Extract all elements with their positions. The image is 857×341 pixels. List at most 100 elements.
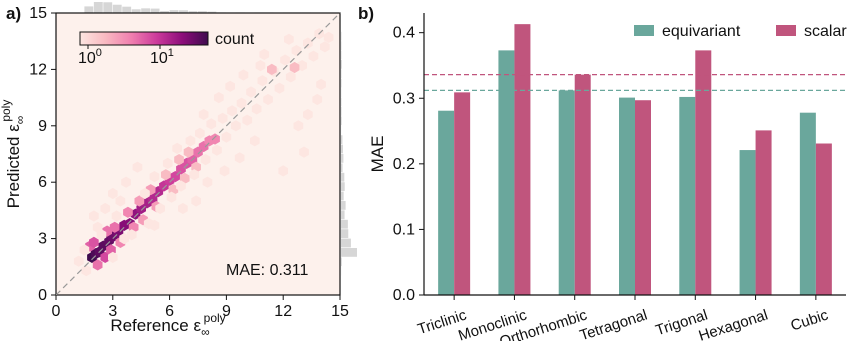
hexbin-cell <box>250 135 260 147</box>
hexbin-cell <box>81 265 92 277</box>
bar-scalar <box>695 50 712 295</box>
mae-annotation: MAE: 0.311 <box>226 262 309 279</box>
hexbin-cell <box>191 195 201 207</box>
panel-b-label: b) <box>358 4 374 23</box>
bar-equivariant <box>438 110 455 295</box>
bar-scalar <box>454 92 471 295</box>
hexbin-cell <box>155 202 165 215</box>
y-tick-label: 3 <box>38 231 47 248</box>
bar-scalar <box>755 130 772 295</box>
colorbar-tick-label: 101 <box>150 47 174 67</box>
marginal-bar <box>141 8 151 13</box>
hexbin-cell <box>149 219 160 231</box>
marginal-bar <box>341 107 342 116</box>
panel-b-y-axis-label: MAE <box>368 136 387 173</box>
x-tick-label: 15 <box>331 303 349 320</box>
bar-scalar <box>635 100 651 295</box>
hexbin-cell <box>115 195 126 207</box>
hexbin-cell <box>172 142 182 154</box>
hexbin-cell <box>285 71 296 83</box>
bar-scalar <box>514 24 531 296</box>
hexbin-cell <box>121 176 131 188</box>
hexbin-cell <box>111 210 122 222</box>
x-tick-label: 6 <box>165 303 174 320</box>
marginal-bar <box>93 2 103 13</box>
hexbin-cell <box>284 33 294 45</box>
hexbin-cell <box>214 92 224 104</box>
y-tick-label: 15 <box>29 5 47 22</box>
hexbin-cell <box>293 120 304 132</box>
hexbin-cell <box>278 165 288 177</box>
hexbin-cell <box>234 152 245 164</box>
marginal-bar <box>160 11 169 13</box>
y-tick-label: 0.3 <box>393 90 415 107</box>
bar-scalar <box>574 74 591 295</box>
hexbin-cell <box>100 202 111 215</box>
bar-equivariant <box>558 90 575 295</box>
y-tick-label: 0.1 <box>393 221 415 238</box>
hexbin-cell <box>263 93 273 106</box>
bar-series <box>438 24 832 296</box>
hexbin-cell <box>202 176 213 188</box>
colorbar-tick-label: 100 <box>78 47 102 67</box>
hexbin-cell <box>174 154 184 166</box>
panel-a-x-axis-label: Reference ε∞poly <box>110 311 225 339</box>
hexbin-cell <box>161 169 171 181</box>
hexbin-cell <box>108 187 118 200</box>
panel-a-label: a) <box>6 4 21 23</box>
hexbin-cell <box>299 146 309 158</box>
x-tick-label: Cubic <box>789 306 831 334</box>
hexbin-cell <box>89 210 99 222</box>
y-tick-label: 12 <box>29 61 47 78</box>
marginal-bar <box>84 6 94 13</box>
hexbin-cell <box>206 118 217 130</box>
hexbin-cell <box>257 75 268 87</box>
hexbin-cell <box>221 131 232 143</box>
y-tick-label: 0 <box>38 287 47 304</box>
marginal-bar <box>198 11 207 13</box>
y-tick-label: 0.2 <box>393 156 415 173</box>
hexbin-cell <box>303 108 313 121</box>
hexbin-cell <box>73 255 84 267</box>
marginal-bar <box>341 182 345 191</box>
hexbin-cell <box>176 180 186 192</box>
hexbin-cell <box>227 105 237 117</box>
marginal-bar <box>341 238 351 248</box>
hexbin-cell <box>178 202 188 215</box>
marginal-bar <box>207 11 217 13</box>
legend-label-scalar: scalar <box>804 23 847 40</box>
marginal-bar <box>341 144 343 154</box>
marginal-bar <box>122 6 132 13</box>
hexbin-cell <box>259 48 270 60</box>
hexbin-cell <box>92 259 103 271</box>
hexbin-cell <box>225 80 235 92</box>
hexbin-cell <box>231 120 241 132</box>
hexbin-cell <box>195 127 205 139</box>
marginal-bar <box>103 2 113 14</box>
hexbin-cell <box>126 229 137 241</box>
bar-equivariant <box>679 96 696 295</box>
hexbin-cell <box>149 171 160 183</box>
marginal-bar <box>341 135 343 144</box>
hexbin-cell <box>251 103 262 115</box>
bar-equivariant <box>498 50 515 295</box>
x-tick-label: Tetragonal <box>578 307 650 341</box>
hexbin-cell <box>92 221 103 233</box>
marginal-bar <box>341 154 344 163</box>
marginal-bar <box>150 8 160 13</box>
marginal-bar <box>169 10 179 13</box>
hexbin-cell <box>100 251 111 263</box>
hexbin-cell <box>89 236 99 248</box>
marginal-histogram-right <box>341 31 357 276</box>
hexbin-cell <box>189 169 200 181</box>
hexbin-cell <box>236 97 247 109</box>
hexbin-cell <box>289 61 300 74</box>
marginal-bar <box>188 11 198 13</box>
hexbin-cell <box>162 157 173 169</box>
marginal-bar <box>341 60 342 69</box>
hexbin-cell <box>183 146 194 158</box>
colorbar-title: count <box>215 31 255 48</box>
hexbin-cell <box>303 37 313 49</box>
bar-equivariant <box>799 112 816 296</box>
